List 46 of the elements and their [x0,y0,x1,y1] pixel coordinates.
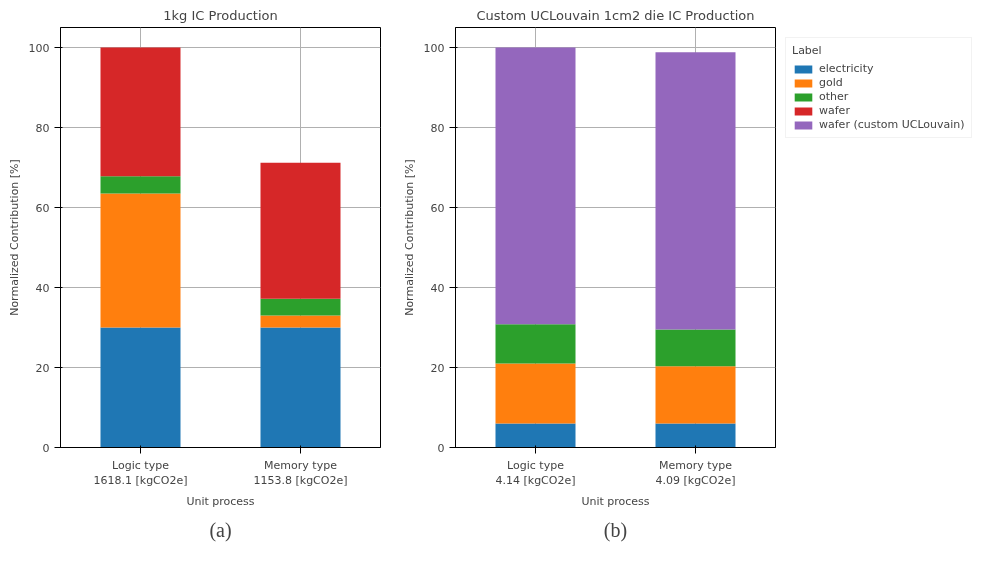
bar [495,324,576,364]
text: (b) [603,518,628,542]
y-tick-label: 100 [28,41,50,55]
y-tick-label: 0 [42,441,50,455]
y-tick-label: 80 [35,121,50,135]
bar [260,315,341,328]
text: (a) [209,518,232,542]
bar [100,193,181,328]
x-tick-label: Memory type 4.09 [kgCO2e] [655,458,736,488]
bar [655,329,736,367]
y-tick-label: 60 [35,201,50,215]
y-tick-label: 40 [430,281,445,295]
bar [495,47,576,325]
bar [100,327,181,448]
bar [260,162,341,299]
x-tick-label: Logic type 4.14 [kgCO2e] [495,458,576,488]
legend-title: Label [792,44,823,57]
bar [655,366,736,424]
bar [495,423,576,448]
x-tick-label: Memory type 1153.8 [kgCO2e] [253,458,348,488]
bar [100,47,181,177]
y-tick-label: 80 [430,121,445,135]
legend-label: other [819,90,849,103]
bar [495,363,576,424]
bar [100,176,181,194]
y-tick-label: 0 [437,441,445,455]
y-tick-label: 20 [430,361,445,375]
bar [260,298,341,316]
x-axis-title: Unit process [581,495,650,509]
x-axis-title: Unit process [186,495,255,509]
bar [655,423,736,448]
y-axis-title: Normalized Contribution [%] [7,159,21,316]
chart-title: Custom UCLouvain 1cm2 die IC Production [476,7,755,23]
y-tick-label: 60 [430,201,445,215]
y-tick-label: 100 [423,41,445,55]
x-tick-label: Logic type 1618.1 [kgCO2e] [93,458,188,488]
chart-title: 1kg IC Production [163,7,278,23]
legend-label: wafer (custom UCLouvain) [819,118,965,131]
y-axis-title: Normalized Contribution [%] [402,159,416,316]
legend-label: wafer [819,104,850,117]
legend-label: electricity [819,62,874,75]
legend-label: gold [819,76,843,89]
bar [260,327,341,448]
y-tick-label: 20 [35,361,50,375]
bar [655,52,736,330]
y-tick-label: 40 [35,281,50,295]
